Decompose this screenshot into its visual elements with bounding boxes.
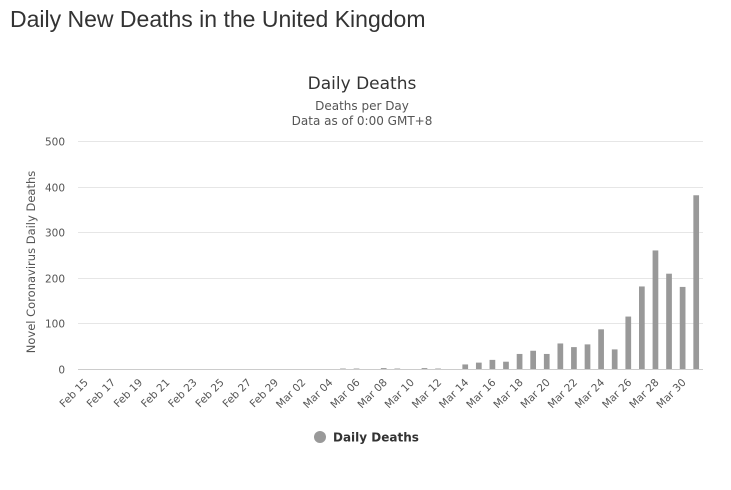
y-tick-label-500: 500 — [45, 137, 65, 149]
x-tick-label-mar-30: Mar 30 — [654, 377, 688, 411]
bar-mar-31[interactable] — [693, 195, 700, 369]
x-tick-label-feb-17: Feb 17 — [85, 377, 118, 410]
x-tick-label-feb-27: Feb 27 — [221, 377, 254, 410]
x-tick-label-feb-21: Feb 21 — [139, 377, 172, 410]
y-tick-label-400: 400 — [45, 183, 65, 195]
y-tick-label-0: 0 — [58, 365, 65, 377]
chart-subtitle-line-1: Deaths per Day — [315, 99, 409, 113]
x-tick-label-feb-19: Feb 19 — [112, 377, 145, 410]
bar-mar-24[interactable] — [598, 329, 604, 369]
bar-mar-15[interactable] — [475, 362, 482, 369]
legend-item-daily-deaths[interactable]: Daily Deaths — [314, 431, 419, 445]
bar-mar-23[interactable] — [584, 344, 591, 369]
legend-label: Daily Deaths — [333, 431, 419, 445]
grid-lines — [78, 141, 703, 324]
bar-mar-30[interactable] — [679, 286, 686, 369]
y-axis-title: Novel Coronavirus Daily Deaths — [24, 171, 38, 353]
chart-title: Daily Deaths — [308, 74, 417, 94]
bar-mar-20[interactable] — [543, 353, 550, 369]
bar-mar-14[interactable] — [462, 364, 469, 369]
bar-mar-08[interactable] — [380, 368, 387, 369]
bar-mar-17[interactable] — [503, 361, 509, 369]
y-tick-label-300: 300 — [45, 228, 65, 240]
bar-mar-11[interactable] — [421, 368, 428, 369]
bar-mar-26[interactable] — [625, 316, 632, 369]
legend-marker — [314, 431, 326, 443]
x-tick-label-feb-25: Feb 25 — [193, 377, 226, 410]
bar-mar-25[interactable] — [611, 349, 618, 369]
bar-mar-27[interactable] — [639, 286, 645, 369]
y-tick-label-200: 200 — [45, 274, 65, 286]
page-title: Daily New Deaths in the United Kingdom — [10, 6, 426, 32]
bar-mar-21[interactable] — [557, 343, 564, 369]
bar-mar-28[interactable] — [652, 250, 659, 369]
chart-subtitle-line-2: Data as of 0:00 GMT+8 — [292, 114, 433, 128]
bar-mar-29[interactable] — [666, 273, 672, 369]
y-axis-ticks: 0 100 200 300 400 500 — [45, 137, 65, 377]
bar-mar-18[interactable] — [516, 353, 523, 369]
y-tick-label-100: 100 — [45, 319, 65, 331]
bar-mar-19[interactable] — [530, 350, 537, 369]
x-tick-label-feb-15: Feb 15 — [57, 377, 90, 410]
bar-mar-16[interactable] — [489, 359, 496, 369]
bar-mar-22[interactable] — [571, 347, 577, 369]
bar-series — [340, 195, 700, 369]
x-tick-label-feb-23: Feb 23 — [166, 377, 199, 410]
